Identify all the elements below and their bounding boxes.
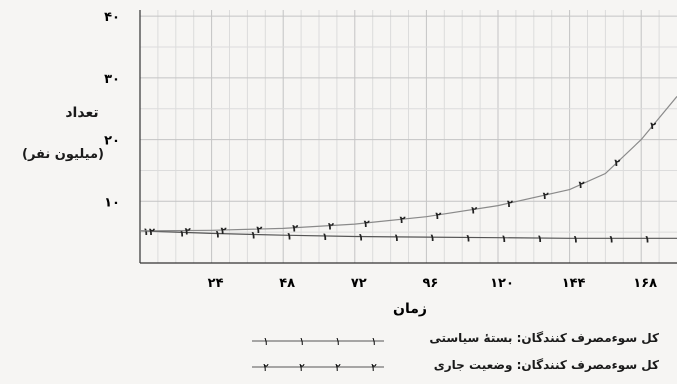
series-1-marker: ۱	[573, 234, 579, 245]
series-1-marker: ۱	[143, 227, 149, 238]
y-tick-label: ۱۰	[104, 195, 120, 210]
legend-line-series-1: ۱ ۱ ۱ ۱	[252, 335, 384, 348]
series-1-marker: ۱	[501, 234, 507, 245]
series-1-marker: ۱	[465, 233, 471, 244]
series-2-marker: ۲	[507, 199, 513, 210]
series-2-marker: ۲	[364, 219, 370, 230]
x-tick-label: ۴۸	[279, 276, 295, 291]
series-2-marker: ۲	[220, 226, 226, 237]
grid	[140, 10, 677, 263]
x-tick-label: ۹۶	[422, 276, 438, 291]
series-1-marker: ۱	[429, 233, 435, 244]
legend-label-series-1: کل سوءمصرف کنندگان: بستهٔ سیاستی	[429, 331, 659, 345]
series-2-line	[139, 96, 677, 232]
svg-text:۱: ۱	[335, 335, 341, 348]
x-tick-label: ۱۲۰	[490, 276, 514, 291]
legend-label-series-2: کل سوءمصرف کنندگان: وضعیت جاری	[433, 358, 659, 372]
svg-text:۲: ۲	[299, 361, 305, 374]
svg-text:۱: ۱	[299, 335, 305, 348]
series-1-marker: ۱	[215, 230, 221, 241]
series-2-marker: ۲	[328, 222, 334, 233]
series-1-marker: ۱	[286, 231, 292, 242]
series-2-marker: ۲	[435, 211, 441, 222]
series-1-marker: ۱	[537, 234, 543, 245]
svg-text:۲: ۲	[263, 361, 269, 374]
series-2-marker: ۲	[578, 180, 584, 191]
x-axis-title: زمان	[393, 301, 427, 317]
series-1-marker: ۱	[608, 234, 614, 245]
series-1-marker: ۱	[250, 230, 256, 241]
x-tick-label: ۱۴۴	[562, 276, 586, 291]
series-1-marker: ۱	[179, 228, 185, 239]
series-2-marker: ۲	[471, 205, 477, 216]
axes	[139, 10, 677, 264]
svg-text:۲: ۲	[371, 361, 377, 374]
series-1-line	[139, 230, 677, 239]
series-2-marker: ۲	[399, 215, 405, 226]
series-2-marker: ۲	[185, 227, 191, 238]
series-2-marker: ۲	[149, 227, 155, 238]
svg-text:۱: ۱	[263, 335, 269, 348]
y-tick-label: ۴۰	[104, 10, 120, 25]
x-tick-label: ۷۲	[351, 276, 367, 291]
series-2-marker: ۲	[543, 191, 549, 202]
x-tick-label: ۲۴	[208, 276, 224, 291]
y-tick-label: ۳۰	[104, 72, 120, 87]
legend-line-series-2: ۲ ۲ ۲ ۲	[252, 361, 384, 374]
svg-text:۲: ۲	[335, 361, 341, 374]
y-axis-unit: (میلیون نفر)	[22, 147, 104, 162]
series-1-marker: ۱	[358, 233, 364, 244]
series-2-marker: ۲	[650, 121, 656, 132]
svg-text:۱: ۱	[371, 335, 377, 348]
series-1-marker: ۱	[644, 234, 650, 245]
series-2-marker: ۲	[292, 224, 298, 235]
series-1-marker: ۱	[322, 232, 328, 243]
x-tick-label: ۱۶۸	[633, 276, 657, 291]
series-2-marker: ۲	[614, 158, 620, 169]
series-1-marker: ۱	[394, 233, 400, 244]
series-2-marker: ۲	[256, 225, 262, 236]
y-axis-title: تعداد	[65, 105, 99, 121]
y-tick-label: ۲۰	[104, 134, 120, 149]
tick-labels: ۲۴ ۴۸ ۷۲ ۹۶ ۱۲۰ ۱۴۴ ۱۶۸ ۱۰ ۲۰ ۳۰ ۴۰	[104, 10, 657, 291]
